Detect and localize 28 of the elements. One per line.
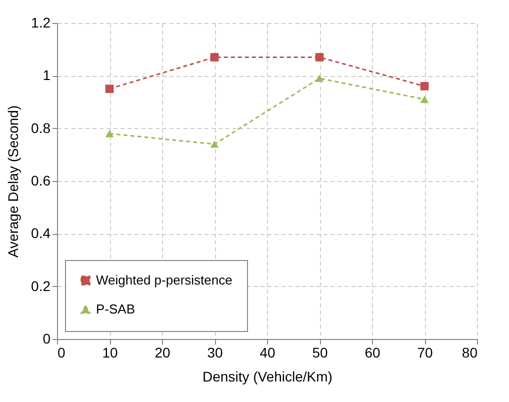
- point: [210, 53, 219, 62]
- y-tick-label: 0.4: [31, 225, 51, 242]
- y-tick-label: 0.6: [31, 172, 51, 188]
- x-axis-title: Density (Vehicle/Km): [202, 368, 332, 384]
- x-tick-label: 70: [417, 344, 433, 360]
- x-tick-label: 30: [207, 344, 223, 360]
- y-axis-title: Average Delay (Second): [5, 105, 22, 258]
- point: [105, 130, 114, 138]
- x-tick-label: 80: [462, 344, 478, 360]
- legend-label: P-SAB: [96, 302, 136, 316]
- point: [105, 84, 114, 94]
- point: [420, 96, 429, 103]
- y-tick-label: 1: [42, 67, 51, 84]
- x-tick-label: 0: [58, 344, 66, 360]
- x-tick-label: 10: [102, 344, 118, 360]
- y-tick-label: 0: [42, 330, 51, 346]
- point: [210, 140, 219, 148]
- point: [420, 82, 429, 90]
- x-tick-label: 20: [154, 344, 170, 360]
- y-tick-label: 1.2: [31, 14, 51, 30]
- x-tick-label: 50: [312, 344, 328, 360]
- point: [315, 74, 324, 82]
- legend-label: Weighted p-persistence: [96, 272, 232, 288]
- y-tick-label: 0.2: [31, 278, 51, 294]
- x-tick-label: 60: [364, 344, 380, 360]
- y-tick-label: 0.8: [31, 120, 51, 136]
- x-tick-label: 40: [260, 344, 276, 360]
- point: [315, 53, 324, 62]
